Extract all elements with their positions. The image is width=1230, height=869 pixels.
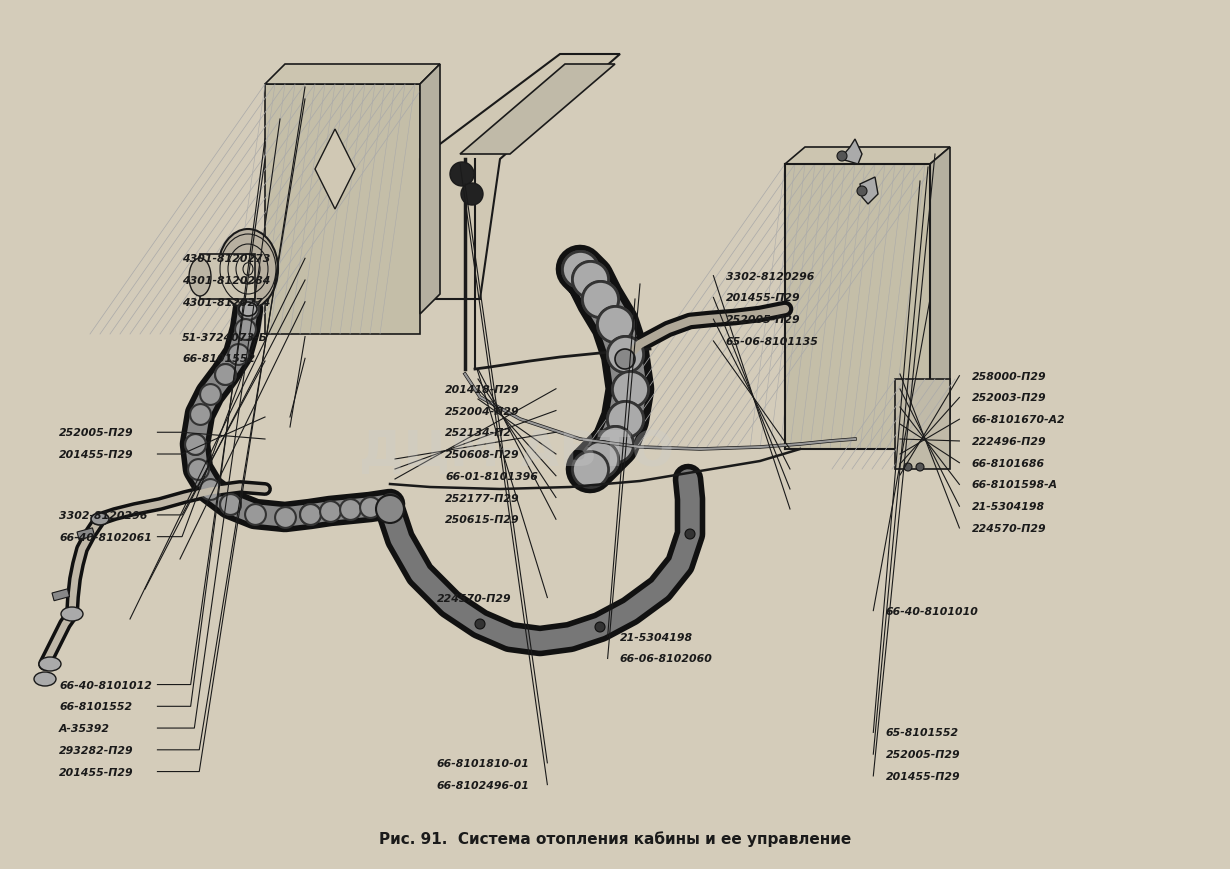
Text: Рис. 91.  Система отопления кабины и ее управление: Рис. 91. Система отопления кабины и ее у… [379, 831, 851, 846]
Ellipse shape [62, 607, 82, 621]
Text: 250608-П29: 250608-П29 [445, 449, 520, 460]
Circle shape [857, 187, 867, 196]
Polygon shape [419, 55, 620, 300]
Ellipse shape [39, 657, 62, 671]
Ellipse shape [218, 229, 278, 309]
Text: 201455-П29: 201455-П29 [886, 771, 961, 781]
Bar [785, 165, 930, 449]
Text: 51-3724073-Б: 51-3724073-Б [182, 332, 268, 342]
Text: 250615-П29: 250615-П29 [445, 514, 520, 525]
Bar [200, 255, 255, 300]
Text: 66-8101670-А2: 66-8101670-А2 [972, 415, 1065, 425]
Text: 66-8101598-А: 66-8101598-А [972, 480, 1058, 490]
Text: А-35392: А-35392 [59, 723, 109, 733]
Text: 66-8101552: 66-8101552 [182, 354, 255, 364]
Ellipse shape [239, 302, 257, 316]
Text: 66-8102496-01: 66-8102496-01 [437, 779, 530, 790]
Text: 201455-П29: 201455-П29 [726, 293, 801, 303]
Text: 66-40-8101010: 66-40-8101010 [886, 606, 979, 616]
Polygon shape [419, 65, 440, 315]
Circle shape [904, 463, 911, 472]
Polygon shape [460, 65, 615, 155]
Text: 201455-П29: 201455-П29 [59, 766, 134, 777]
Ellipse shape [189, 259, 212, 296]
Text: 222496-П29: 222496-П29 [972, 436, 1047, 447]
Circle shape [836, 152, 847, 162]
Text: 21-5304198: 21-5304198 [620, 632, 692, 642]
Circle shape [615, 349, 635, 369]
Bar [52, 589, 70, 601]
Circle shape [450, 163, 474, 187]
Circle shape [475, 620, 485, 629]
Circle shape [376, 495, 403, 523]
Polygon shape [264, 65, 440, 85]
Text: 293282-П29: 293282-П29 [59, 745, 134, 755]
Polygon shape [930, 148, 950, 434]
Bar [895, 380, 950, 469]
Text: 66-40-8102061: 66-40-8102061 [59, 532, 153, 542]
Bar [264, 85, 419, 335]
Text: 3302-8120296: 3302-8120296 [59, 510, 148, 521]
Text: 66-8101810-01: 66-8101810-01 [437, 758, 530, 768]
Text: 201455-П29: 201455-П29 [59, 449, 134, 460]
Circle shape [916, 463, 924, 472]
Polygon shape [840, 140, 862, 165]
Circle shape [685, 529, 695, 540]
Bar [77, 528, 95, 541]
Text: 21-5304198: 21-5304198 [972, 501, 1044, 512]
Text: 258000-П29: 258000-П29 [972, 371, 1047, 381]
Text: 66-8101552: 66-8101552 [59, 701, 132, 712]
Text: 4301-8120274: 4301-8120274 [182, 297, 271, 308]
Circle shape [595, 622, 605, 633]
Ellipse shape [91, 514, 109, 526]
Circle shape [461, 183, 483, 206]
Text: 201418-П29: 201418-П29 [445, 384, 520, 395]
Text: 252005-П29: 252005-П29 [59, 428, 134, 438]
Text: 65-06-8101135: 65-06-8101135 [726, 336, 819, 347]
Text: 252005-П29: 252005-П29 [886, 749, 961, 760]
Text: 252003-П29: 252003-П29 [972, 393, 1047, 403]
Polygon shape [315, 129, 355, 209]
Text: 224570-П29: 224570-П29 [437, 593, 512, 603]
Text: 65-8101552: 65-8101552 [886, 727, 958, 738]
Text: 4301-8120284: 4301-8120284 [182, 275, 271, 286]
Text: 3302-8120296: 3302-8120296 [726, 271, 814, 282]
Text: 66-40-8101012: 66-40-8101012 [59, 680, 153, 690]
Ellipse shape [34, 673, 57, 687]
Text: 224570-П29: 224570-П29 [972, 523, 1047, 534]
Text: 252177-П29: 252177-П29 [445, 493, 520, 503]
Text: 252134-П2: 252134-П2 [445, 428, 512, 438]
Polygon shape [785, 148, 950, 165]
Text: 66-8101686: 66-8101686 [972, 458, 1044, 468]
Text: ДЦМ-АВТО: ДЦМ-АВТО [359, 428, 674, 476]
Text: 252005-П29: 252005-П29 [726, 315, 801, 325]
Text: 252004-П29: 252004-П29 [445, 406, 520, 416]
Polygon shape [860, 178, 878, 205]
Text: 4301-8120273: 4301-8120273 [182, 254, 271, 264]
Text: 66-01-8101396: 66-01-8101396 [445, 471, 539, 481]
Text: 66-06-8102060: 66-06-8102060 [620, 653, 713, 664]
